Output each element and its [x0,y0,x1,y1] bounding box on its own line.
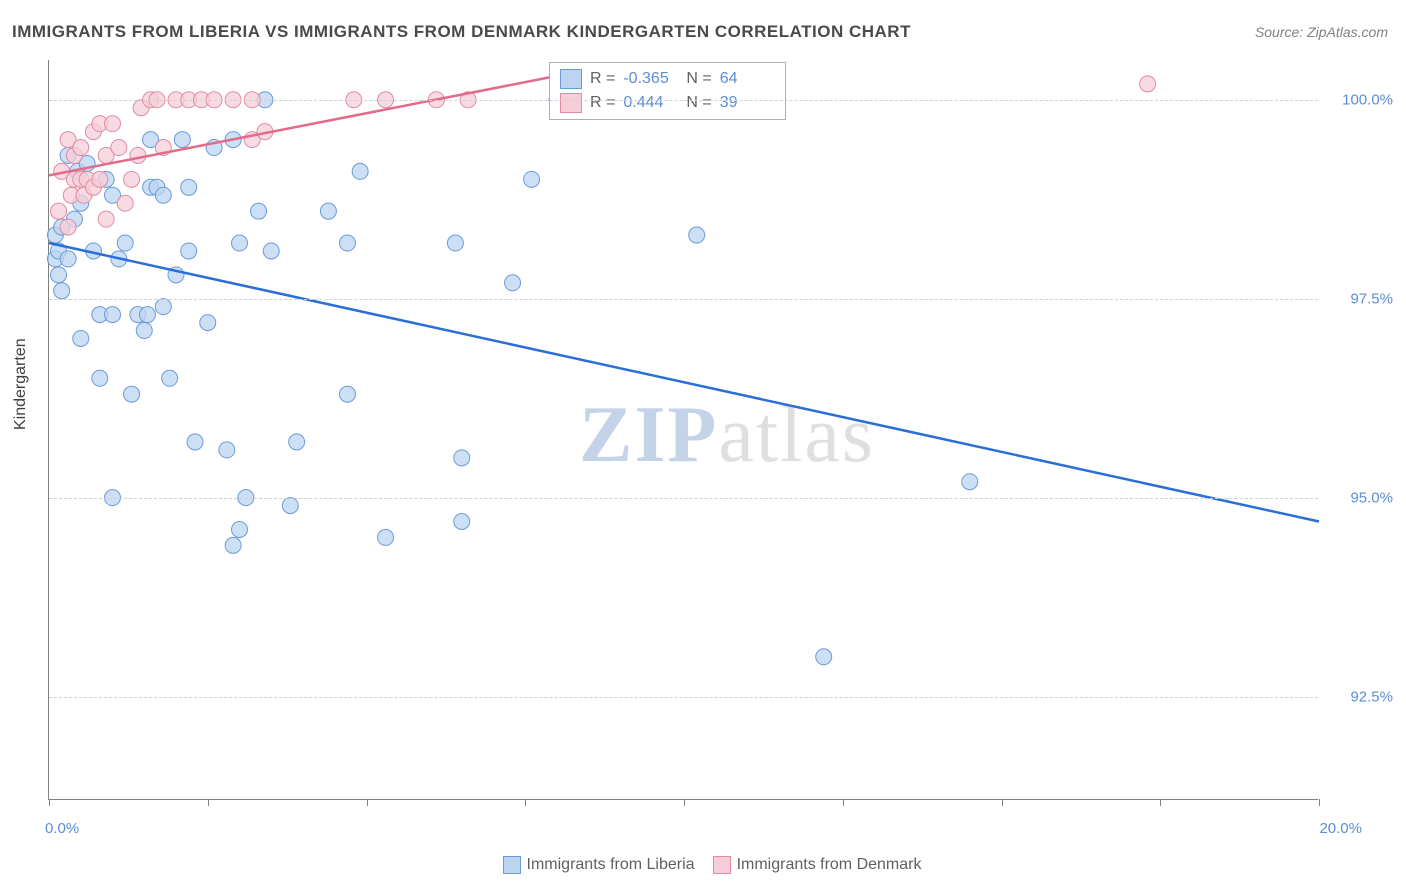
data-point [816,649,832,665]
x-tick [1319,799,1320,806]
data-point [339,235,355,251]
data-point [352,163,368,179]
data-point [454,450,470,466]
data-point [200,315,216,331]
x-tick [843,799,844,806]
data-point [73,330,89,346]
correlation-legend: R = -0.365 N = 64 R = 0.444 N = 39 [549,62,786,120]
legend-row: R = -0.365 N = 64 [560,67,775,91]
data-point [962,474,978,490]
trend-line [49,243,1319,521]
data-point [105,116,121,132]
data-point [111,140,127,156]
r-label: R = [590,67,615,91]
data-point [117,195,133,211]
y-axis-label: Kindergarten [12,338,30,430]
x-tick [208,799,209,806]
x-max-label: 20.0% [1319,820,1362,837]
data-point [155,299,171,315]
data-point [51,203,67,219]
legend-swatch [713,856,731,874]
chart-svg [49,60,1319,800]
legend-swatch [560,69,582,89]
data-point [139,307,155,323]
data-point [339,386,355,402]
legend-swatch [560,93,582,113]
chart-title: IMMIGRANTS FROM LIBERIA VS IMMIGRANTS FR… [12,22,911,42]
data-point [92,171,108,187]
data-point [263,243,279,259]
data-point [181,179,197,195]
legend-row: R = 0.444 N = 39 [560,91,775,115]
data-point [225,537,241,553]
data-point [105,307,121,323]
source-attribution: Source: ZipAtlas.com [1255,24,1388,40]
data-point [124,171,140,187]
n-value: 64 [720,67,775,91]
trend-line [49,76,557,175]
data-point [73,140,89,156]
legend-label: Immigrants from Denmark [737,856,922,873]
data-point [232,521,248,537]
data-point [130,147,146,163]
y-tick-label: 95.0% [1350,489,1393,506]
gridline-h [49,299,1318,300]
series-legend: Immigrants from Liberia Immigrants from D… [0,856,1406,874]
data-point [289,434,305,450]
data-point [174,132,190,148]
n-label: N = [686,67,711,91]
gridline-h [49,498,1318,499]
gridline-h [49,100,1318,101]
data-point [232,235,248,251]
x-min-label: 0.0% [45,820,79,837]
n-label: N = [686,91,711,115]
data-point [447,235,463,251]
data-point [378,529,394,545]
data-point [282,498,298,514]
legend-label: Immigrants from Liberia [527,856,695,873]
n-value: 39 [720,91,775,115]
data-point [60,251,76,267]
data-point [124,386,140,402]
data-point [162,370,178,386]
data-point [320,203,336,219]
r-value: 0.444 [623,91,678,115]
data-point [1140,76,1156,92]
x-tick [367,799,368,806]
plot-area: ZIPatlas R =-0.365N =64R =0.444N =39 100… [48,60,1318,800]
data-point [54,283,70,299]
x-tick [525,799,526,806]
x-tick [1002,799,1003,806]
data-point [505,275,521,291]
data-point [60,219,76,235]
data-point [524,171,540,187]
y-tick-label: 100.0% [1342,91,1393,108]
data-point [98,211,114,227]
r-label: R = [590,91,615,115]
legend-swatch [503,856,521,874]
data-point [155,187,171,203]
data-point [187,434,203,450]
data-point [454,514,470,530]
r-value: -0.365 [623,67,678,91]
x-tick [1160,799,1161,806]
data-point [219,442,235,458]
gridline-h [49,697,1318,698]
x-tick [684,799,685,806]
data-point [689,227,705,243]
data-point [181,243,197,259]
data-point [51,267,67,283]
y-tick-label: 92.5% [1350,688,1393,705]
x-tick [49,799,50,806]
source-label: Source: [1255,24,1303,40]
data-point [251,203,267,219]
data-point [92,370,108,386]
source-value: ZipAtlas.com [1307,24,1388,40]
data-point [136,323,152,339]
data-point [117,235,133,251]
y-tick-label: 97.5% [1350,290,1393,307]
